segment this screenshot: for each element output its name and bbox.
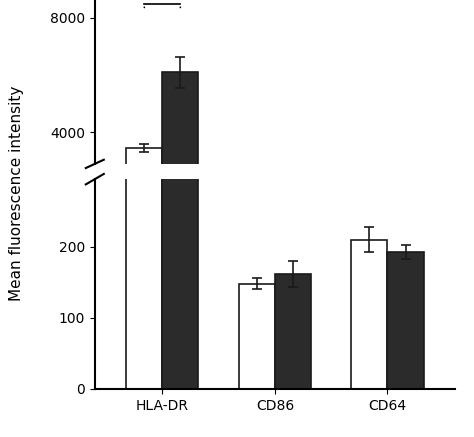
Bar bbox=[387, 252, 424, 389]
Bar bbox=[387, 241, 424, 247]
Bar bbox=[275, 274, 311, 389]
Bar bbox=[351, 241, 387, 247]
Bar bbox=[126, 0, 162, 389]
Bar bbox=[162, 72, 198, 247]
Bar bbox=[162, 0, 198, 389]
Bar bbox=[351, 239, 387, 389]
Bar bbox=[275, 242, 311, 247]
Bar bbox=[239, 243, 275, 247]
Text: Mean fluorescence intensity: Mean fluorescence intensity bbox=[9, 86, 24, 301]
Bar bbox=[126, 148, 162, 247]
Bar bbox=[239, 284, 275, 389]
Text: **: ** bbox=[155, 0, 170, 3]
